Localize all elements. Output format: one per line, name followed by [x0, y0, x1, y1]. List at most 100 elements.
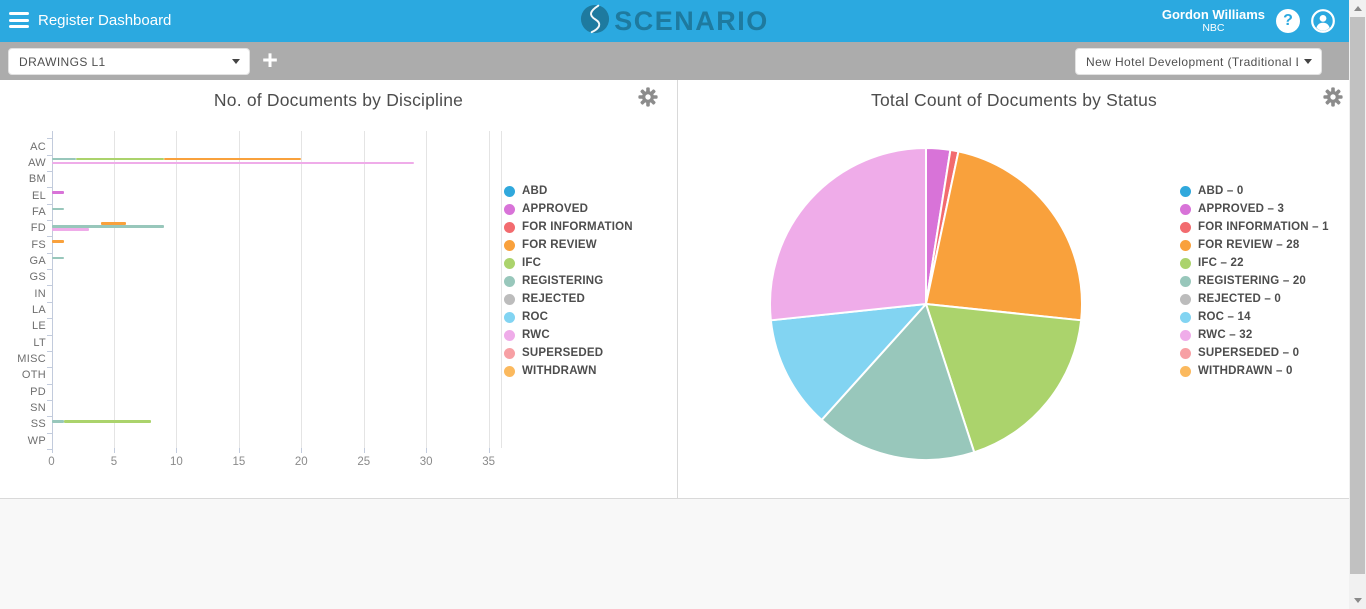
y-axis-tick — [47, 269, 52, 271]
x-tick-label: 0 — [48, 456, 55, 468]
x-tick-label: 30 — [419, 456, 433, 468]
pie-legend-label: ROC – 14 — [1198, 311, 1251, 323]
pie-slice-for-review[interactable] — [925, 150, 1083, 322]
abd-color-dot — [1180, 185, 1191, 197]
category-label-fd: FD — [30, 222, 46, 235]
bar-aw-rwc[interactable] — [51, 161, 414, 165]
discipline-chart-title: No. of Documents by Discipline — [213, 90, 464, 110]
chevron-down-icon — [1304, 59, 1312, 64]
bar-legend-item-abd[interactable]: ABD — [504, 182, 548, 200]
bar-fs-for-review[interactable] — [51, 240, 64, 243]
add-register-button[interactable]: + — [262, 45, 278, 75]
bar-legend-item-for-information[interactable]: FOR INFORMATION — [504, 218, 633, 236]
pie-slice-rwc[interactable] — [769, 147, 927, 322]
category-label-ac: AC — [30, 140, 46, 153]
pie-legend-label: ABD – 0 — [1198, 185, 1244, 197]
pie-legend-label: FOR INFORMATION – 1 — [1198, 221, 1329, 233]
category-label-lt: LT — [33, 336, 46, 349]
approved-color-dot — [504, 203, 515, 215]
bar-fd-rwc[interactable] — [51, 228, 89, 231]
bar-legend-item-for-review[interactable]: FOR REVIEW — [504, 236, 597, 254]
category-label-aw: AW — [28, 156, 46, 169]
bar-fd-registering[interactable] — [51, 225, 164, 228]
pie-legend-item-for-information[interactable]: FOR INFORMATION – 1 — [1180, 218, 1329, 236]
pie-legend-label: REGISTERING – 20 — [1198, 275, 1307, 287]
category-label-bm: BM — [28, 173, 46, 186]
bar-legend-item-registering[interactable]: REGISTERING — [504, 272, 603, 290]
bar-chart-legend: ABD APPROVED FOR INFORMATION FOR REVIEW IFC R… — [0, 80, 677, 498]
gridline — [426, 131, 428, 448]
project-select[interactable]: New Hotel Development (Traditional L — [1075, 48, 1322, 75]
project-select-value: New Hotel Development (Traditional L — [1086, 54, 1298, 69]
pie-legend-item-registering[interactable]: REGISTERING – 20 — [1180, 272, 1306, 290]
gear-icon[interactable] — [638, 87, 658, 107]
pie-chart-legend: ABD – 0 APPROVED – 3 FOR INFORMATION – 1 FO… — [679, 80, 1349, 498]
pie-legend-item-rwc[interactable]: RWC – 32 — [1180, 326, 1252, 344]
pie-slice-roc[interactable] — [769, 303, 927, 421]
scroll-up-icon[interactable] — [1349, 0, 1366, 17]
for-information-color-dot — [504, 221, 515, 233]
bar-legend-item-withdrawn[interactable]: WITHDRAWN — [504, 362, 597, 380]
scroll-down-icon[interactable] — [1349, 592, 1366, 609]
pie-legend-item-for-review[interactable]: FOR REVIEW – 28 — [1180, 236, 1299, 254]
bar-aw-ifc[interactable] — [76, 157, 164, 161]
registering-color-dot — [504, 275, 515, 287]
rejected-color-dot — [1180, 293, 1191, 305]
gear-icon[interactable] — [1323, 87, 1343, 107]
hamburger-menu-icon[interactable] — [9, 12, 31, 30]
bar-fd-for-review[interactable] — [101, 222, 127, 225]
bar-aw-for-review[interactable] — [163, 157, 302, 161]
pie-slice-registering[interactable] — [820, 303, 976, 461]
bar-legend-item-superseded[interactable]: SUPERSEDED — [504, 344, 603, 362]
bar-ss-ifc[interactable] — [63, 420, 152, 423]
help-icon[interactable]: ? — [1276, 9, 1300, 33]
pie-legend-item-superseded[interactable]: SUPERSEDED – 0 — [1180, 344, 1299, 362]
category-label-in: IN — [34, 287, 46, 300]
pie-slice-ifc[interactable] — [925, 303, 1083, 454]
bar-aw-registering[interactable] — [51, 157, 77, 161]
bar-legend-label: ROC — [522, 311, 549, 323]
scrollbar-thumb[interactable] — [1350, 17, 1365, 574]
x-tick-label: 35 — [482, 456, 496, 468]
scenario-logo: SCENARIO — [0, 0, 1349, 42]
pie-legend-item-approved[interactable]: APPROVED – 3 — [1180, 200, 1284, 218]
pie-legend-item-abd[interactable]: ABD – 0 — [1180, 182, 1244, 200]
bar-fa-registering[interactable] — [51, 207, 64, 211]
y-axis-tick — [47, 203, 52, 205]
bar-ga-registering[interactable] — [51, 256, 64, 260]
pie-legend-item-rejected[interactable]: REJECTED – 0 — [1180, 290, 1281, 308]
bar-legend-item-rejected[interactable]: REJECTED — [504, 290, 585, 308]
x-axis-tick — [363, 448, 365, 453]
bar-legend-label: RWC — [522, 329, 550, 341]
pie-legend-label: APPROVED – 3 — [1198, 203, 1285, 215]
bar-el-approved[interactable] — [51, 191, 64, 194]
vertical-scrollbar[interactable] — [1349, 0, 1366, 609]
bar-legend-label: ABD — [522, 185, 548, 197]
bar-legend-item-roc[interactable]: ROC — [504, 308, 548, 326]
for-review-color-dot — [504, 239, 515, 251]
bar-legend-item-rwc[interactable]: RWC — [504, 326, 550, 344]
pie-legend-item-roc[interactable]: ROC – 14 — [1180, 308, 1251, 326]
user-cluster: Gordon Williams NBC ? — [1162, 0, 1335, 42]
rwc-color-dot — [504, 329, 515, 341]
pie-legend-item-ifc[interactable]: IFC – 22 — [1180, 254, 1244, 272]
pie-legend-item-withdrawn[interactable]: WITHDRAWN – 0 — [1180, 362, 1293, 380]
page-title: Register Dashboard — [38, 12, 172, 29]
y-axis-tick — [47, 383, 52, 385]
category-label-le: LE — [31, 320, 46, 333]
y-axis-tick — [47, 416, 52, 418]
bar-ss-registering[interactable] — [51, 420, 64, 423]
profile-icon[interactable] — [1311, 9, 1335, 33]
y-axis-tick — [47, 138, 52, 140]
category-label-el: EL — [31, 189, 46, 202]
for-information-color-dot — [1180, 221, 1191, 233]
rejected-color-dot — [504, 293, 515, 305]
bar-chart-plot: 0 5 10 15 20 25 30 35 AC AW BM EL FA FD FS GA GS IN LA LE LT… — [0, 80, 677, 498]
category-label-la: LA — [31, 304, 46, 316]
bar-legend-item-ifc[interactable]: IFC — [504, 254, 541, 272]
x-axis-tick — [238, 448, 240, 453]
bar-legend-item-approved[interactable]: APPROVED — [504, 200, 588, 218]
register-select[interactable]: DRAWINGS L1 — [8, 48, 250, 75]
y-axis-tick — [47, 252, 52, 254]
y-axis-tick — [47, 236, 52, 238]
